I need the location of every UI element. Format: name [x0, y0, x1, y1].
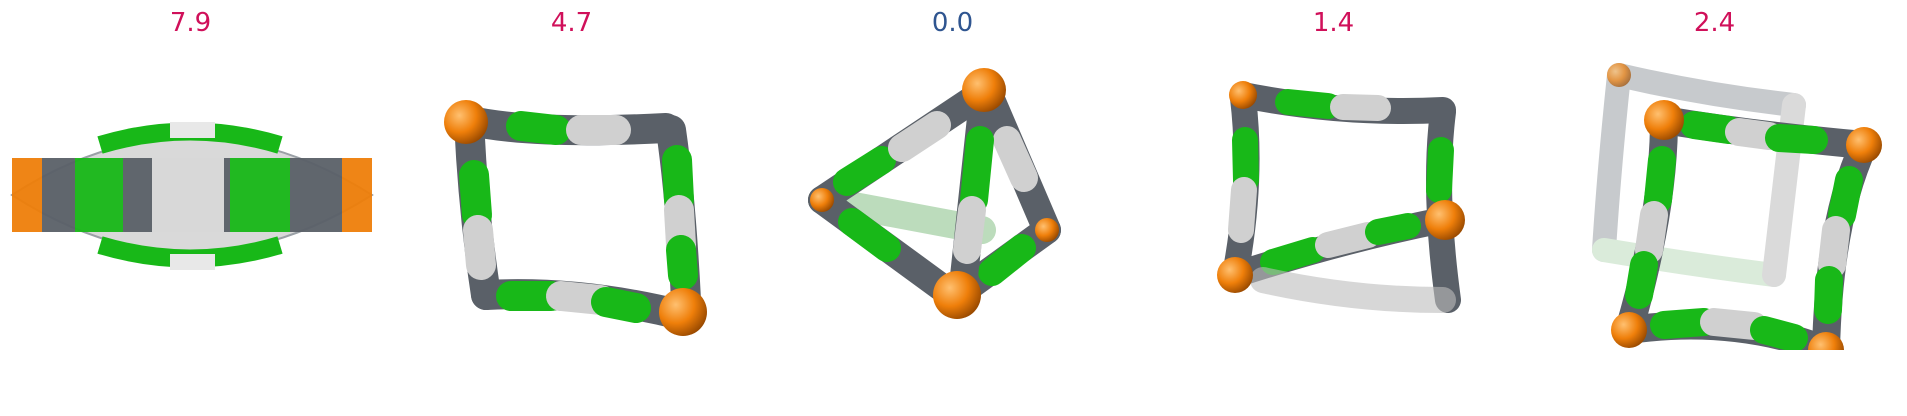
panel-3: 0.0 [762, 0, 1143, 416]
flattened-cage-molecule-icon [10, 122, 374, 270]
panel-score: 1.4 [1312, 8, 1355, 38]
panel-1: 7.9 [0, 0, 381, 416]
twisted-ring-molecule-icon [1217, 81, 1465, 313]
tetrahedral-cage-molecule-icon [808, 68, 1061, 319]
square-ring-molecule-icon [444, 100, 707, 336]
panel-4: 1.4 [1143, 0, 1524, 416]
panel-score: 7.9 [169, 8, 212, 38]
panel-score: 4.7 [550, 8, 593, 38]
panel-score: 0.0 [931, 8, 974, 38]
panel-5: 2.4 [1524, 0, 1905, 416]
panel-2: 4.7 [381, 0, 762, 416]
panel-score: 2.4 [1693, 8, 1736, 38]
cubic-cage-molecule-icon [1592, 63, 1882, 350]
